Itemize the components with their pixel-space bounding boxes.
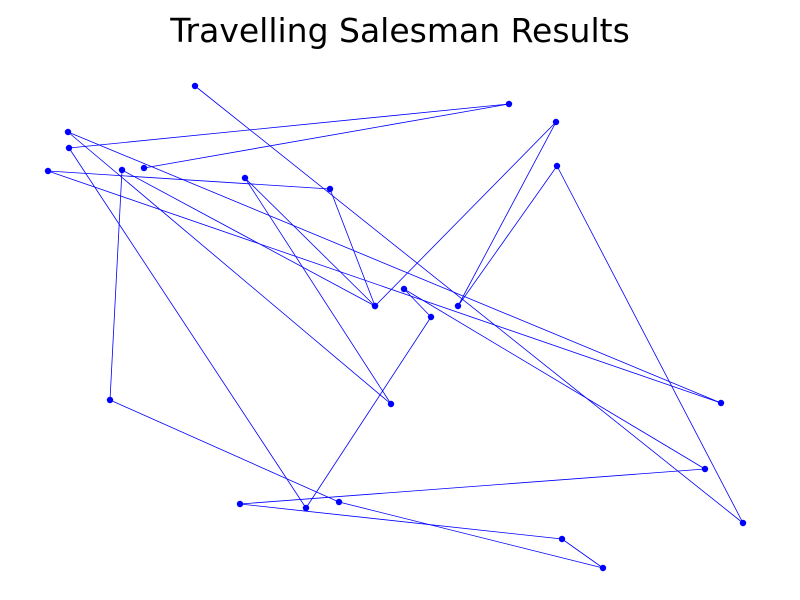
route-segment: [305, 316, 432, 509]
route-segment: [143, 103, 510, 169]
route-segment: [67, 131, 722, 404]
route-segment: [68, 147, 307, 509]
route-segment: [556, 165, 744, 524]
city-point: [106, 396, 114, 404]
route-segment: [109, 399, 340, 503]
route-segment: [68, 103, 510, 149]
city-point: [552, 118, 560, 126]
city-point: [400, 285, 408, 293]
route-segment: [67, 131, 392, 405]
route-segment: [47, 170, 331, 190]
city-point: [241, 174, 249, 182]
chart-title: Travelling Salesman Results: [169, 11, 630, 50]
city-point: [387, 400, 395, 408]
route-segment: [457, 121, 557, 307]
route-segment: [561, 538, 604, 569]
city-point: [717, 399, 725, 407]
route-segment: [47, 170, 722, 404]
city-point: [558, 535, 566, 543]
city-point: [335, 498, 343, 506]
city-point: [236, 500, 244, 508]
route-segment: [457, 165, 558, 307]
city-point: [302, 504, 310, 512]
route-segment: [194, 85, 744, 524]
city-point: [599, 564, 607, 572]
city-point: [701, 465, 709, 473]
city-point: [553, 162, 561, 170]
city-point: [65, 144, 73, 152]
route-segment: [329, 188, 376, 307]
city-point: [326, 185, 334, 193]
route-segment: [109, 169, 123, 401]
city-point: [118, 166, 126, 174]
city-point: [739, 519, 747, 527]
route-segment: [239, 468, 706, 505]
city-point: [191, 82, 199, 90]
city-point: [454, 302, 462, 310]
route-layer: [47, 85, 744, 569]
route-segment: [239, 503, 563, 540]
route-segment: [338, 501, 604, 569]
city-point: [44, 167, 52, 175]
point-layer: [44, 82, 747, 572]
city-point: [140, 164, 148, 172]
route-segment: [403, 288, 432, 318]
route-segment: [244, 177, 376, 307]
city-point: [505, 100, 513, 108]
route-segment: [374, 121, 557, 307]
city-point: [427, 313, 435, 321]
city-point: [64, 128, 72, 136]
city-point: [371, 302, 379, 310]
route-segment: [121, 169, 376, 307]
route-segment: [403, 288, 706, 470]
